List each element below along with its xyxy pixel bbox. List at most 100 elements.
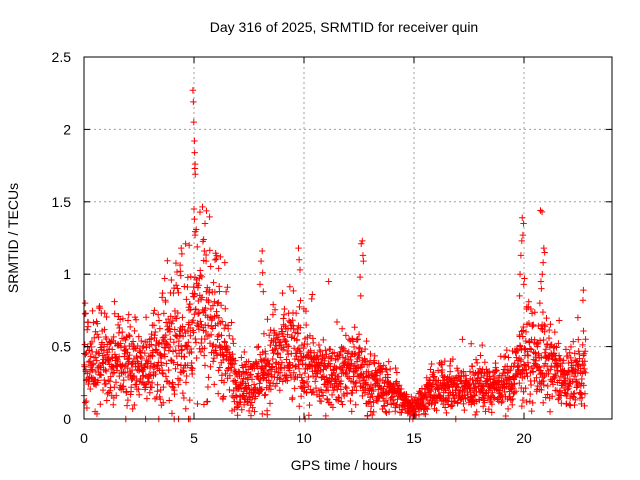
data-point <box>443 409 450 417</box>
data-point <box>352 380 359 387</box>
data-point <box>191 215 198 223</box>
data-point <box>343 370 350 377</box>
data-point <box>106 378 114 385</box>
data-point <box>195 297 202 305</box>
data-point <box>241 348 248 356</box>
data-point <box>549 381 557 388</box>
x-tick-label: 10 <box>296 430 312 446</box>
data-point <box>126 351 133 359</box>
data-point <box>523 305 530 313</box>
data-point <box>308 295 315 303</box>
data-point <box>422 411 429 418</box>
data-point <box>257 257 265 265</box>
data-point <box>304 340 311 348</box>
data-point <box>520 281 527 288</box>
data-point <box>556 387 564 394</box>
data-point <box>247 371 254 378</box>
data-point <box>469 396 476 403</box>
data-point <box>325 378 332 385</box>
data-point <box>158 294 166 301</box>
data-point <box>395 382 403 389</box>
data-point <box>476 377 484 385</box>
data-point <box>479 403 487 410</box>
data-point <box>291 385 298 392</box>
data-point <box>195 282 202 289</box>
data-point <box>124 364 131 372</box>
data-point <box>183 372 190 380</box>
data-point <box>540 336 547 344</box>
data-point <box>180 368 187 375</box>
data-point <box>348 408 355 415</box>
data-point <box>454 380 461 388</box>
data-point <box>102 366 109 374</box>
data-point <box>267 385 275 393</box>
data-point <box>260 330 268 337</box>
data-point <box>179 333 187 340</box>
data-point <box>525 319 533 327</box>
data-point <box>506 374 513 382</box>
data-point <box>581 390 589 397</box>
data-point <box>334 355 342 363</box>
data-point <box>385 408 393 416</box>
data-point <box>165 379 173 387</box>
data-point <box>472 356 480 363</box>
data-point <box>347 397 354 405</box>
data-point <box>258 386 266 393</box>
data-point <box>346 356 354 364</box>
data-point <box>439 366 446 374</box>
data-point <box>544 391 551 398</box>
data-point <box>94 320 101 327</box>
data-point <box>335 394 342 401</box>
data-point <box>531 309 539 316</box>
data-point <box>531 360 539 367</box>
data-point <box>556 377 563 384</box>
data-point <box>211 256 219 264</box>
data-point <box>163 360 170 367</box>
data-point <box>371 373 378 381</box>
data-point <box>201 362 209 369</box>
data-point <box>178 347 185 354</box>
data-point <box>222 288 230 295</box>
data-point <box>261 392 268 399</box>
data-point <box>138 354 146 362</box>
data-point <box>146 371 153 378</box>
data-point <box>528 407 535 415</box>
data-point <box>203 207 210 215</box>
data-point <box>545 334 553 342</box>
data-point <box>241 370 249 377</box>
data-point <box>288 322 295 329</box>
data-point <box>548 393 556 400</box>
data-point <box>185 306 193 314</box>
data-point <box>109 346 116 353</box>
data-point <box>150 310 157 317</box>
data-point <box>198 273 206 281</box>
data-point <box>289 394 296 402</box>
data-point <box>312 373 320 381</box>
data-point <box>126 323 134 331</box>
data-point <box>203 288 210 295</box>
data-point <box>328 355 335 362</box>
data-point <box>157 359 165 366</box>
data-point <box>181 326 188 334</box>
data-point <box>193 354 200 362</box>
data-point <box>200 352 208 359</box>
data-point <box>363 337 370 345</box>
data-point <box>146 336 153 343</box>
data-point <box>306 401 313 409</box>
data-point <box>123 402 131 409</box>
data-point <box>215 265 222 272</box>
data-point <box>210 354 218 362</box>
data-point <box>186 300 194 308</box>
data-point <box>170 359 177 366</box>
data-point <box>524 352 532 359</box>
data-point <box>521 275 528 282</box>
data-point <box>270 301 277 308</box>
data-point <box>190 283 198 291</box>
data-point <box>501 370 509 377</box>
data-point <box>325 278 332 285</box>
data-point <box>285 310 292 317</box>
data-point <box>231 369 239 377</box>
data-point <box>543 314 550 322</box>
data-point <box>111 351 119 358</box>
data-point <box>358 348 365 355</box>
